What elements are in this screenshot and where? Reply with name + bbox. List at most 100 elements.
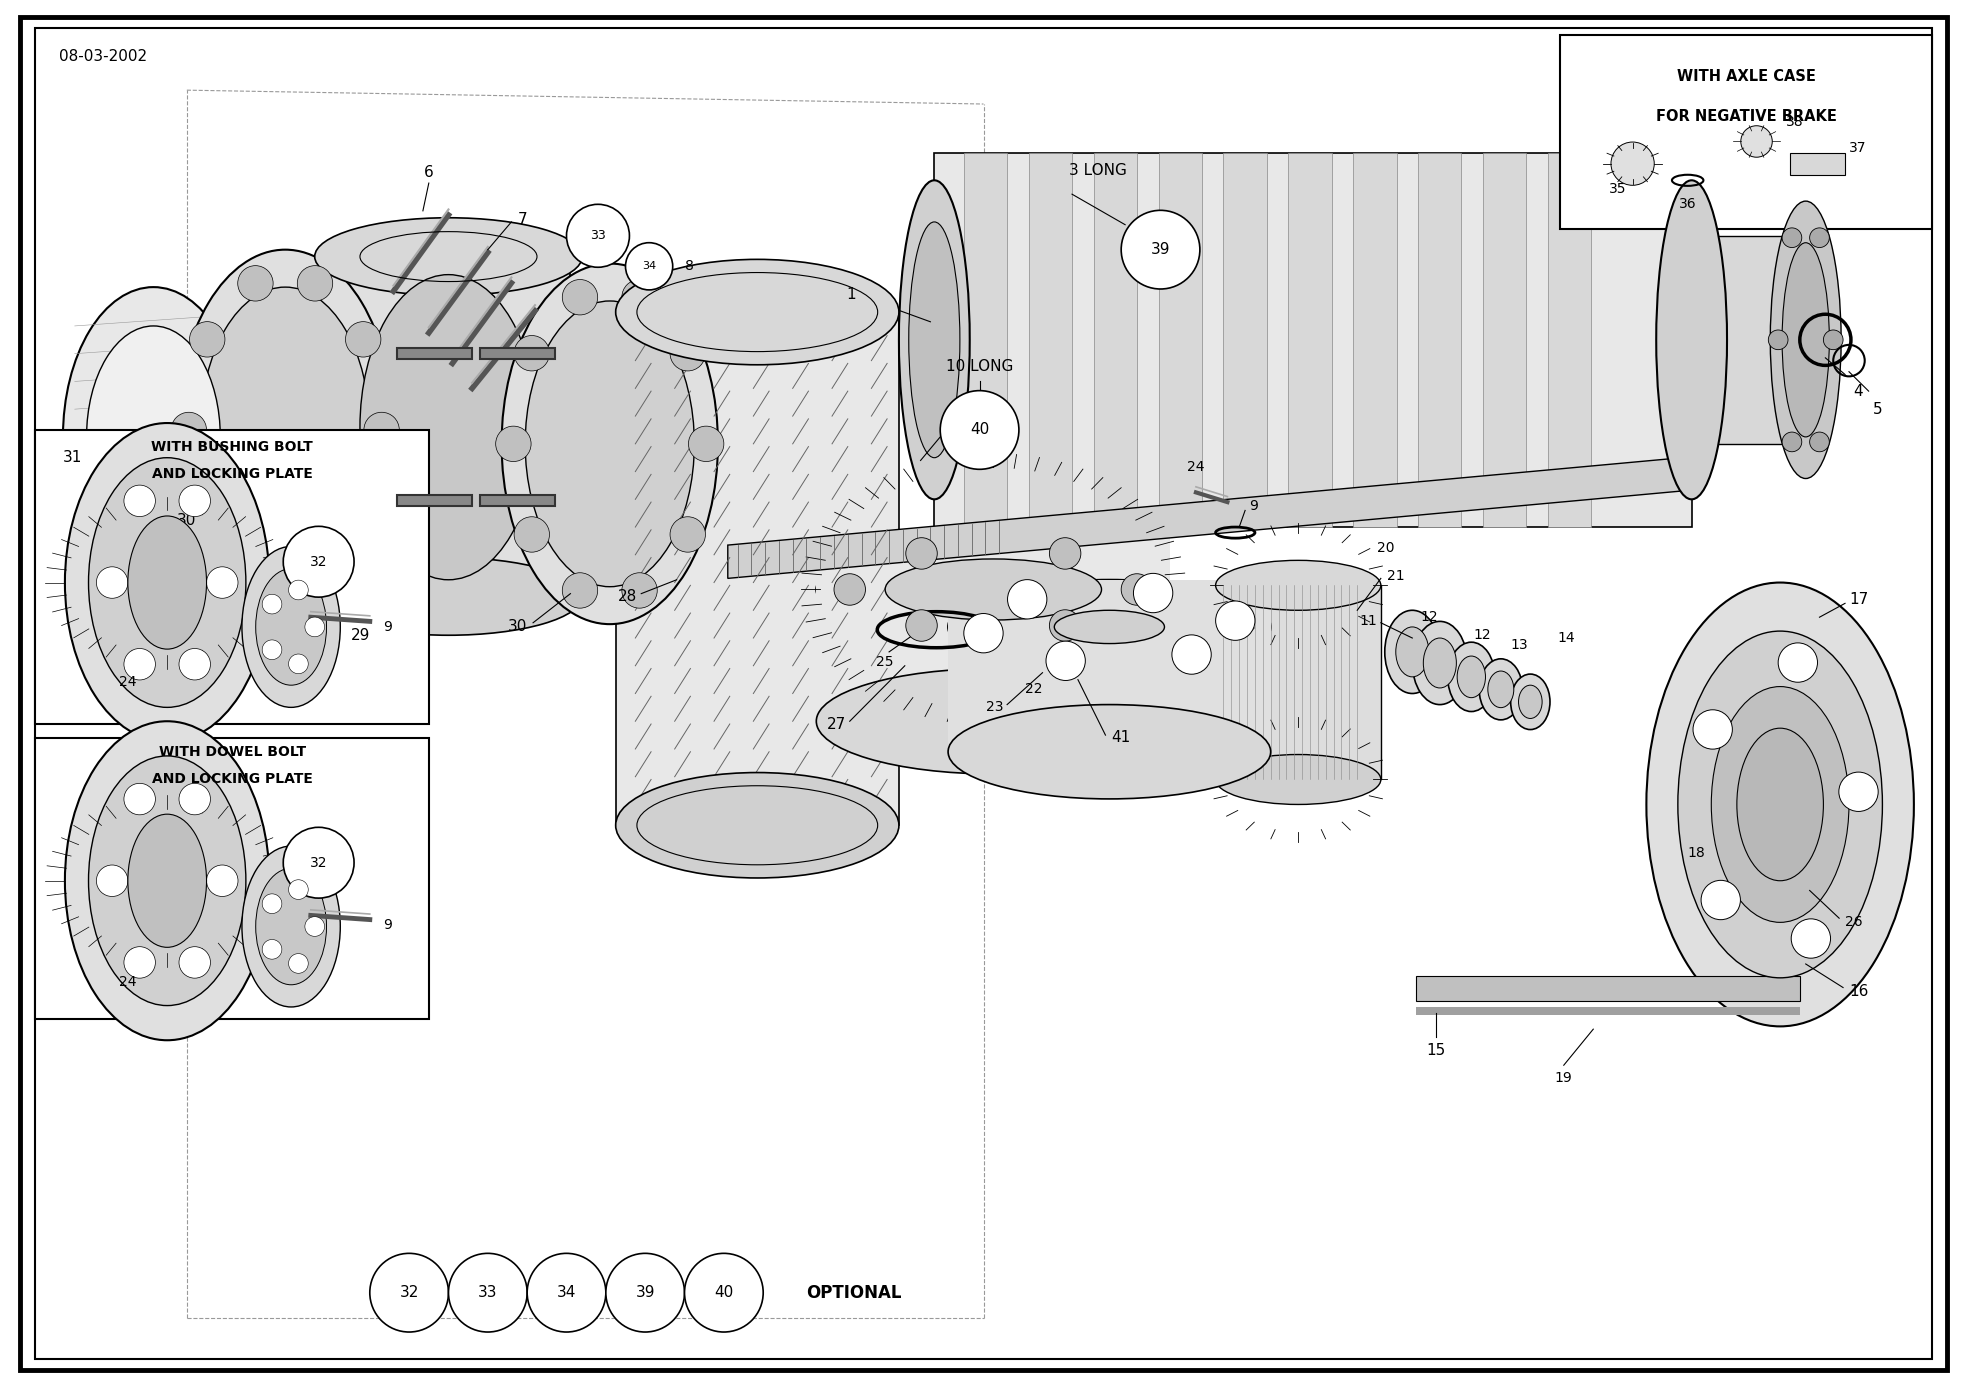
Circle shape: [563, 573, 598, 608]
Ellipse shape: [1458, 656, 1485, 698]
Bar: [397, 348, 472, 359]
Bar: [616, 312, 899, 825]
Text: 8: 8: [685, 259, 694, 273]
Text: 22: 22: [1025, 682, 1043, 696]
Circle shape: [1741, 126, 1772, 157]
Text: 28: 28: [618, 589, 637, 603]
Ellipse shape: [1487, 671, 1515, 707]
Text: 27: 27: [826, 717, 846, 731]
Circle shape: [688, 426, 724, 462]
Ellipse shape: [256, 569, 327, 685]
Circle shape: [124, 485, 155, 516]
Ellipse shape: [616, 259, 899, 365]
Circle shape: [305, 917, 325, 936]
Circle shape: [364, 412, 399, 448]
Bar: [1288, 153, 1332, 527]
Text: 30: 30: [507, 620, 527, 634]
Circle shape: [448, 1254, 527, 1332]
Bar: [480, 495, 555, 506]
Bar: [964, 153, 1007, 527]
Bar: [397, 495, 472, 506]
Text: 39: 39: [1151, 243, 1170, 257]
Circle shape: [527, 1254, 606, 1332]
Circle shape: [96, 567, 128, 598]
Ellipse shape: [1385, 610, 1440, 694]
Ellipse shape: [1519, 685, 1542, 718]
Circle shape: [179, 485, 210, 516]
Text: 24: 24: [120, 975, 136, 989]
Ellipse shape: [89, 458, 246, 707]
Circle shape: [1778, 644, 1818, 682]
Ellipse shape: [65, 721, 269, 1040]
Text: 6: 6: [425, 165, 433, 180]
Ellipse shape: [63, 287, 244, 587]
Circle shape: [96, 865, 128, 896]
Circle shape: [262, 939, 281, 960]
Text: 25: 25: [877, 655, 893, 669]
Text: 34: 34: [557, 1286, 576, 1300]
Bar: [1416, 1007, 1800, 1015]
Circle shape: [905, 610, 936, 641]
Ellipse shape: [315, 558, 582, 635]
Circle shape: [262, 893, 281, 914]
Text: 20: 20: [1377, 541, 1395, 555]
Bar: [1560, 35, 1932, 229]
Bar: [35, 738, 429, 1019]
Text: AND LOCKING PLATE: AND LOCKING PLATE: [151, 773, 313, 786]
Text: 7: 7: [517, 212, 527, 226]
Text: 5: 5: [1873, 402, 1882, 417]
Text: 33: 33: [590, 229, 606, 243]
Circle shape: [346, 503, 382, 538]
Circle shape: [189, 322, 224, 356]
Text: 12: 12: [1420, 610, 1438, 624]
Ellipse shape: [816, 669, 1170, 774]
Text: 10 LONG: 10 LONG: [946, 359, 1013, 374]
Ellipse shape: [1412, 621, 1467, 705]
Ellipse shape: [65, 423, 269, 742]
Circle shape: [207, 865, 238, 896]
Circle shape: [1050, 610, 1082, 641]
Ellipse shape: [948, 580, 1271, 674]
Ellipse shape: [899, 180, 970, 499]
Circle shape: [1823, 330, 1843, 350]
Text: OPTIONAL: OPTIONAL: [806, 1284, 903, 1301]
Circle shape: [346, 322, 382, 356]
Text: 32: 32: [399, 1286, 419, 1300]
Text: 9: 9: [384, 918, 393, 932]
Circle shape: [671, 336, 706, 370]
Bar: [1416, 976, 1800, 1001]
Circle shape: [1810, 433, 1829, 452]
Text: 35: 35: [1609, 182, 1627, 196]
Ellipse shape: [315, 218, 582, 295]
Text: 08-03-2002: 08-03-2002: [59, 49, 148, 64]
Circle shape: [1121, 211, 1200, 288]
Circle shape: [238, 266, 273, 301]
Circle shape: [1782, 227, 1802, 247]
Text: 33: 33: [478, 1286, 498, 1300]
Circle shape: [283, 827, 354, 899]
Circle shape: [289, 954, 309, 974]
Circle shape: [1694, 710, 1733, 749]
Text: WITH DOWEL BOLT: WITH DOWEL BOLT: [159, 745, 305, 759]
Text: 32: 32: [311, 555, 327, 569]
Text: 36: 36: [1680, 197, 1696, 211]
Circle shape: [179, 784, 210, 814]
Text: 34: 34: [641, 261, 657, 272]
Ellipse shape: [1424, 638, 1456, 688]
Ellipse shape: [885, 559, 1102, 620]
Circle shape: [834, 574, 865, 605]
Circle shape: [905, 538, 936, 569]
Ellipse shape: [816, 537, 1170, 642]
Bar: [1688, 236, 1806, 444]
Ellipse shape: [128, 516, 207, 649]
Circle shape: [1810, 227, 1829, 247]
Bar: [1223, 153, 1267, 527]
Circle shape: [622, 573, 657, 608]
Ellipse shape: [201, 287, 370, 573]
Circle shape: [964, 613, 1003, 653]
Bar: [1029, 153, 1072, 527]
Text: 18: 18: [1688, 846, 1705, 860]
Text: 29: 29: [350, 628, 370, 642]
Ellipse shape: [177, 250, 393, 610]
Text: 24: 24: [120, 675, 136, 689]
